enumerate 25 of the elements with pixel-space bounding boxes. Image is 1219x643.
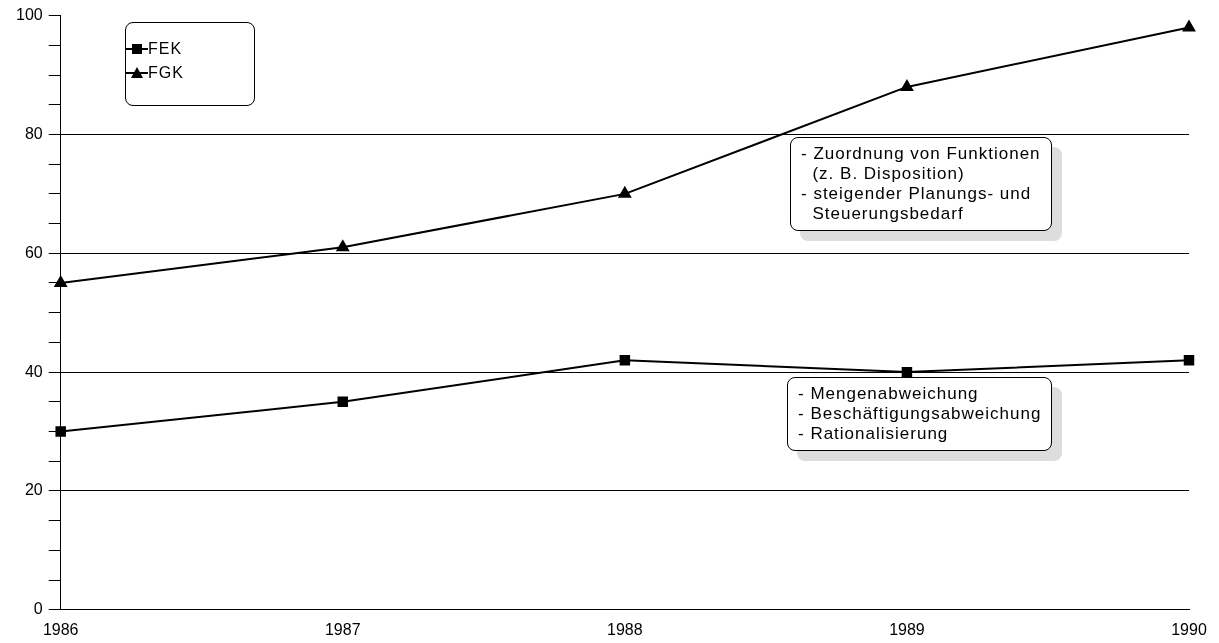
x-tick-label: 1988 <box>607 620 643 638</box>
point <box>336 240 349 252</box>
point <box>1182 20 1196 32</box>
y-tick-label: 80 <box>24 124 43 142</box>
point <box>1183 354 1195 366</box>
y-tick-label: 0 <box>33 600 43 618</box>
x-tick-label: 1987 <box>324 620 361 638</box>
x-tick-label: 1986 <box>42 620 79 638</box>
x-tick-label: 1990 <box>1171 620 1207 638</box>
legend-label: FEK <box>148 40 183 58</box>
point <box>337 396 349 408</box>
y-tick-label: 20 <box>24 481 43 499</box>
annotation: - Zuordnung von Funktionen (z. B. Disposition) - steigender Planungs- und Steuerungsbedarf <box>790 137 1052 231</box>
y-tick-label: 40 <box>24 362 43 380</box>
point <box>900 79 914 91</box>
x-tick-label: 1989 <box>889 620 925 638</box>
y-tick-label: 60 <box>24 243 43 261</box>
legend-label: FGK <box>148 64 184 82</box>
point <box>901 366 913 378</box>
point <box>618 186 632 198</box>
point <box>619 354 631 366</box>
point <box>55 426 66 437</box>
y-tick-label: 100 <box>15 6 43 24</box>
annotation: - Mengenabweichung - Beschäftigungsabweichung - Rationalisierung <box>787 377 1053 451</box>
point <box>54 275 67 287</box>
